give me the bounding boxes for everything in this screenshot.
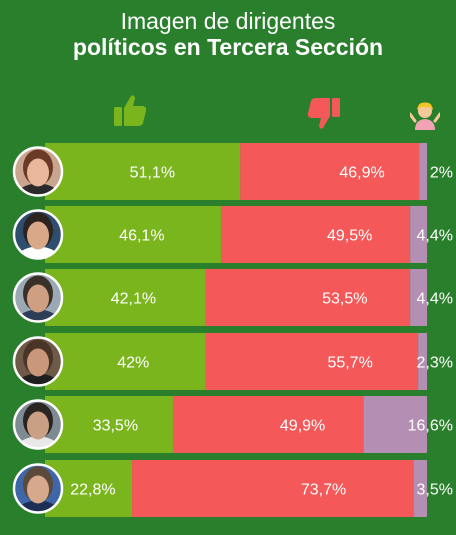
thumbs-down-icon [307, 98, 340, 129]
bar-segment-positive [45, 269, 206, 326]
bar-segment-neutral [363, 396, 427, 453]
thumbs-up-icon [114, 95, 147, 126]
data-label-negative: 53,5% [322, 291, 367, 308]
data-label-negative: 73,7% [301, 482, 346, 499]
bar-row: 46,1% 49,5% 4,4% [12, 206, 453, 263]
data-label-positive: 42% [117, 355, 149, 372]
bar-segment-positive [45, 396, 173, 453]
shrug-person-icon [410, 102, 440, 130]
bar-segment-neutral [419, 143, 427, 200]
bar-segment-negative [132, 460, 414, 517]
bar-segment-neutral [410, 206, 427, 263]
bar-segment-negative [205, 333, 419, 390]
chart-title: Imagen de dirigentes políticos en Tercer… [0, 8, 456, 60]
data-label-negative: 46,9% [339, 165, 384, 182]
bar-segment-negative [205, 269, 411, 326]
data-label-neutral: 4,4% [417, 291, 453, 308]
avatar [12, 146, 64, 197]
avatar [12, 272, 64, 323]
bar-segment-positive [45, 143, 241, 200]
data-label-positive: 33,5% [93, 418, 138, 435]
bar-segment-neutral [410, 269, 427, 326]
bar-row: 51,1% 46,9% 2% [12, 143, 453, 200]
data-label-positive: 22,8% [70, 482, 115, 499]
data-label-neutral: 16,6% [408, 418, 453, 435]
bar-row: 42,1% 53,5% 4,4% [12, 269, 453, 326]
data-label-positive: 42,1% [111, 291, 156, 308]
data-label-neutral: 2,3% [417, 355, 453, 372]
bar-segment-negative [221, 206, 411, 263]
bar-segment-negative [172, 396, 364, 453]
data-label-neutral: 3,5% [417, 482, 453, 499]
bar-segment-positive [45, 206, 222, 263]
title-line-1: Imagen de dirigentes [120, 8, 336, 34]
bar-row: 22,8% 73,7% 3,5% [12, 460, 453, 517]
data-label-negative: 49,9% [280, 418, 325, 435]
data-label-positive: 46,1% [119, 228, 164, 245]
data-label-neutral: 4,4% [417, 228, 453, 245]
data-label-negative: 49,5% [327, 228, 372, 245]
bar-segment-positive [45, 333, 206, 390]
bar-segment-neutral [418, 333, 427, 390]
title-line-2: políticos en Tercera Sección [72, 34, 384, 60]
avatar [12, 336, 64, 387]
avatar [12, 399, 64, 450]
avatar [12, 209, 64, 260]
bar-row: 42% 55,7% 2,3% [12, 333, 453, 390]
data-label-positive: 51,1% [130, 165, 175, 182]
data-label-negative: 55,7% [327, 355, 372, 372]
bar-segment-neutral [413, 460, 427, 517]
bar-segment-negative [240, 143, 420, 200]
bar-row: 33,5% 49,9% 16,6% [12, 396, 453, 453]
data-label-neutral: 2% [430, 165, 453, 182]
avatar [12, 463, 64, 514]
